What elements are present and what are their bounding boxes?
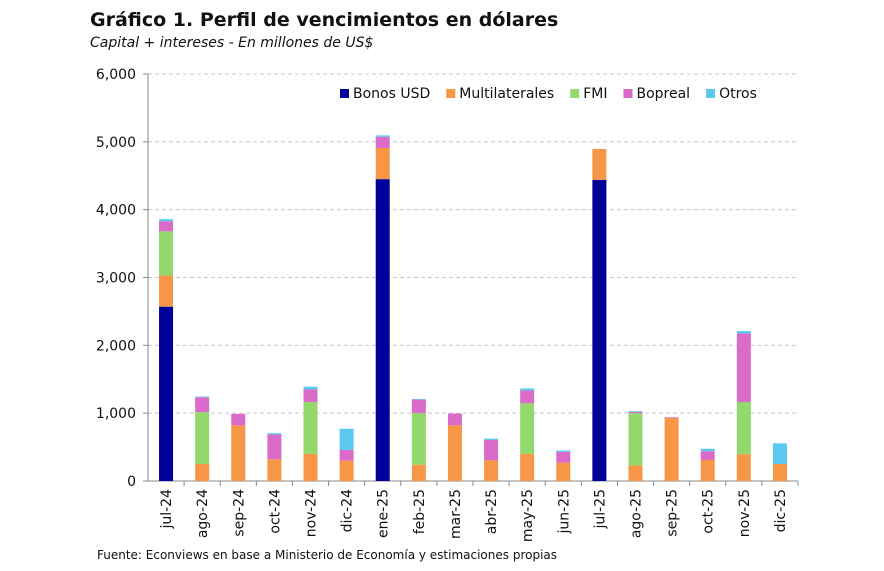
legend-label: Otros bbox=[719, 86, 757, 102]
bar-segment-multilaterales bbox=[447, 425, 462, 481]
bar-segment-bopreal bbox=[159, 221, 174, 232]
bar-segment-otros bbox=[375, 135, 390, 137]
x-tick-label: nov-24 bbox=[304, 489, 320, 537]
bar-segment-otros bbox=[556, 450, 571, 452]
bar-segment-bopreal bbox=[700, 451, 715, 460]
bar-segment-multilaterales bbox=[628, 465, 643, 481]
y-tick-label: 2,000 bbox=[96, 338, 136, 354]
bar-segment-bopreal bbox=[231, 413, 246, 426]
bar-segment-bonos-usd bbox=[592, 179, 607, 481]
bar-segment-fmi bbox=[411, 413, 426, 465]
bar-segment-fmi bbox=[195, 412, 210, 465]
x-tick-label: oct-24 bbox=[267, 489, 283, 534]
bar-segment-otros bbox=[772, 443, 787, 465]
y-tick-label: 5,000 bbox=[96, 135, 136, 151]
bar-segment-bopreal bbox=[375, 136, 390, 148]
x-tick-label: ago-24 bbox=[195, 489, 211, 538]
bar-segment-bopreal bbox=[411, 399, 426, 414]
bar-segment-otros bbox=[411, 398, 426, 400]
x-tick-label: oct-25 bbox=[701, 489, 717, 534]
x-tick-label: nov-25 bbox=[737, 489, 753, 537]
x-tick-label: abr-25 bbox=[484, 489, 500, 534]
bar-segment-bopreal bbox=[447, 413, 462, 426]
x-tick-label: may-25 bbox=[520, 489, 536, 542]
bar-segment-otros bbox=[159, 219, 174, 222]
bar-segment-otros bbox=[195, 396, 210, 398]
bar-segment-multilaterales bbox=[339, 460, 354, 481]
y-tick-label: 6,000 bbox=[96, 67, 136, 83]
bar-segment-multilaterales bbox=[231, 425, 246, 481]
bar-segment-otros bbox=[303, 386, 318, 390]
bar-segment-multilaterales bbox=[700, 459, 715, 481]
legend-swatch bbox=[340, 89, 349, 98]
legend-label: Bopreal bbox=[636, 86, 690, 102]
bar-segment-bopreal bbox=[195, 397, 210, 413]
bar-segment-multilaterales bbox=[375, 147, 390, 180]
legend-swatch bbox=[623, 89, 633, 98]
bar-segment-bopreal bbox=[303, 389, 318, 402]
x-tick-label: dic-25 bbox=[773, 489, 789, 532]
bar-segment-multilaterales bbox=[736, 454, 751, 481]
legend-label: Multilaterales bbox=[459, 86, 554, 102]
bar-segment-fmi bbox=[520, 403, 535, 454]
legend-swatch bbox=[570, 89, 580, 98]
x-tick-label: dic-24 bbox=[340, 489, 356, 532]
bar-segment-multilaterales bbox=[664, 417, 679, 481]
y-tick-label: 0 bbox=[127, 474, 136, 490]
x-tick-label: ago-25 bbox=[629, 489, 645, 538]
bar-segment-multilaterales bbox=[303, 453, 318, 481]
bar-segment-multilaterales bbox=[411, 464, 426, 481]
bar-segment-otros bbox=[628, 411, 643, 412]
bar-segment-multilaterales bbox=[195, 464, 210, 481]
bar-segment-multilaterales bbox=[159, 275, 174, 307]
bar-segment-bopreal bbox=[484, 439, 499, 461]
bar-segment-otros bbox=[267, 433, 282, 435]
bar-segment-fmi bbox=[303, 401, 318, 454]
bar-segment-otros bbox=[520, 388, 535, 391]
chart-subtitle: Capital + intereses - En millones de US$ bbox=[90, 35, 374, 51]
chart-title: Gráfico 1. Perfil de vencimientos en dól… bbox=[90, 9, 559, 31]
y-tick-label: 1,000 bbox=[96, 406, 136, 422]
bar-segment-bopreal bbox=[664, 417, 679, 418]
x-tick-label: mar-25 bbox=[448, 489, 464, 539]
bar-segment-otros bbox=[736, 331, 751, 334]
bar-segment-multilaterales bbox=[592, 148, 607, 180]
bar-segment-multilaterales bbox=[772, 464, 787, 481]
x-tick-label: feb-25 bbox=[412, 489, 428, 534]
bar-segment-bopreal bbox=[736, 333, 751, 402]
bar-segment-fmi bbox=[159, 231, 174, 276]
bar-segment-otros bbox=[700, 448, 715, 452]
bar-segment-bopreal bbox=[628, 411, 643, 414]
bar-segment-otros bbox=[484, 438, 499, 440]
bar-segment-multilaterales bbox=[556, 462, 571, 481]
legend-swatch bbox=[706, 89, 716, 98]
x-tick-label: jul-25 bbox=[592, 489, 608, 530]
y-tick-label: 4,000 bbox=[96, 203, 136, 219]
bar-segment-bonos-usd bbox=[159, 306, 174, 481]
bar-segment-multilaterales bbox=[484, 460, 499, 481]
bar-segment-bopreal bbox=[520, 390, 535, 404]
chart-source: Fuente: Econviews en base a Ministerio d… bbox=[97, 548, 558, 562]
bar-segment-bopreal bbox=[267, 434, 282, 460]
x-tick-label: jun-25 bbox=[556, 489, 572, 535]
x-tick-label: sep-25 bbox=[665, 489, 681, 537]
bar-segment-fmi bbox=[736, 401, 751, 455]
legend-label: FMI bbox=[583, 86, 607, 102]
bar-segment-bopreal bbox=[556, 451, 571, 463]
bar-segment-otros bbox=[339, 428, 354, 450]
bar-segment-fmi bbox=[628, 413, 643, 466]
legend-label: Bonos USD bbox=[353, 86, 430, 102]
y-tick-label: 3,000 bbox=[96, 271, 136, 287]
x-tick-label: jul-24 bbox=[159, 489, 175, 530]
x-tick-label: sep-24 bbox=[231, 489, 247, 537]
legend-swatch bbox=[446, 89, 456, 98]
x-tick-label: ene-25 bbox=[376, 489, 392, 538]
bar-segment-bonos-usd bbox=[375, 179, 390, 481]
bar-segment-multilaterales bbox=[267, 459, 282, 481]
bar-segment-bopreal bbox=[339, 449, 354, 461]
bar-segment-multilaterales bbox=[520, 453, 535, 481]
